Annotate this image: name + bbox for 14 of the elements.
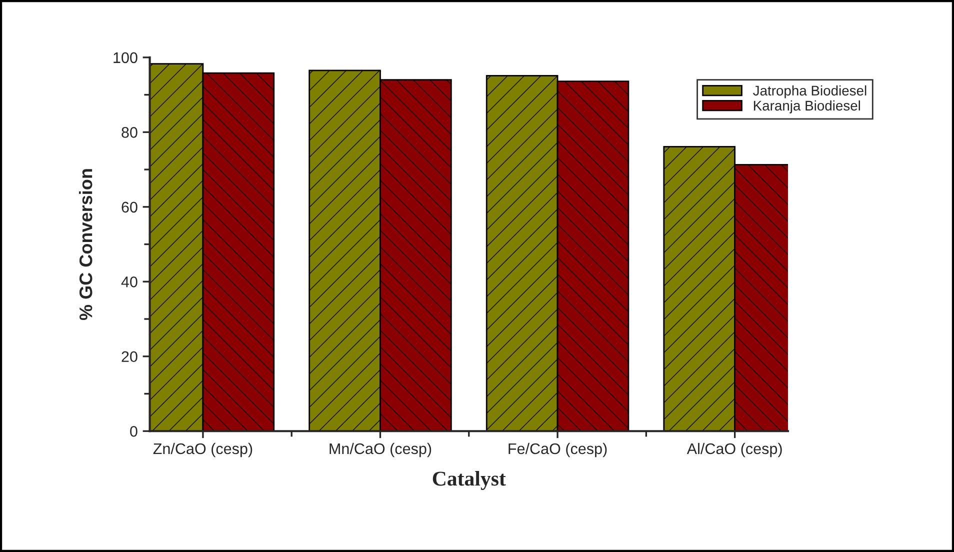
legend-label: Karanja Biodiesel — [754, 100, 860, 114]
y-tick-label: 0 — [130, 426, 138, 437]
y-axis-title: % GC Conversion — [78, 169, 92, 320]
y-tick-label: 20 — [122, 351, 138, 362]
x-tick-label: Mn/CaO (cesp) — [330, 442, 432, 458]
x-tick-label: Fe/CaO (cesp) — [508, 442, 607, 458]
legend-label: Jatropha Biodiesel — [753, 85, 866, 98]
x-axis-title: Catalyst — [432, 471, 506, 490]
y-tick-label: 80 — [122, 127, 138, 138]
y-tick-label: 40 — [121, 276, 138, 288]
y-tick-label: 60 — [122, 202, 138, 213]
x-tick-label: Zn/CaO (cesp) — [153, 442, 252, 458]
x-tick-label: Al/CaO (cesp) — [686, 442, 782, 458]
y-tick-label: 100 — [114, 52, 138, 64]
